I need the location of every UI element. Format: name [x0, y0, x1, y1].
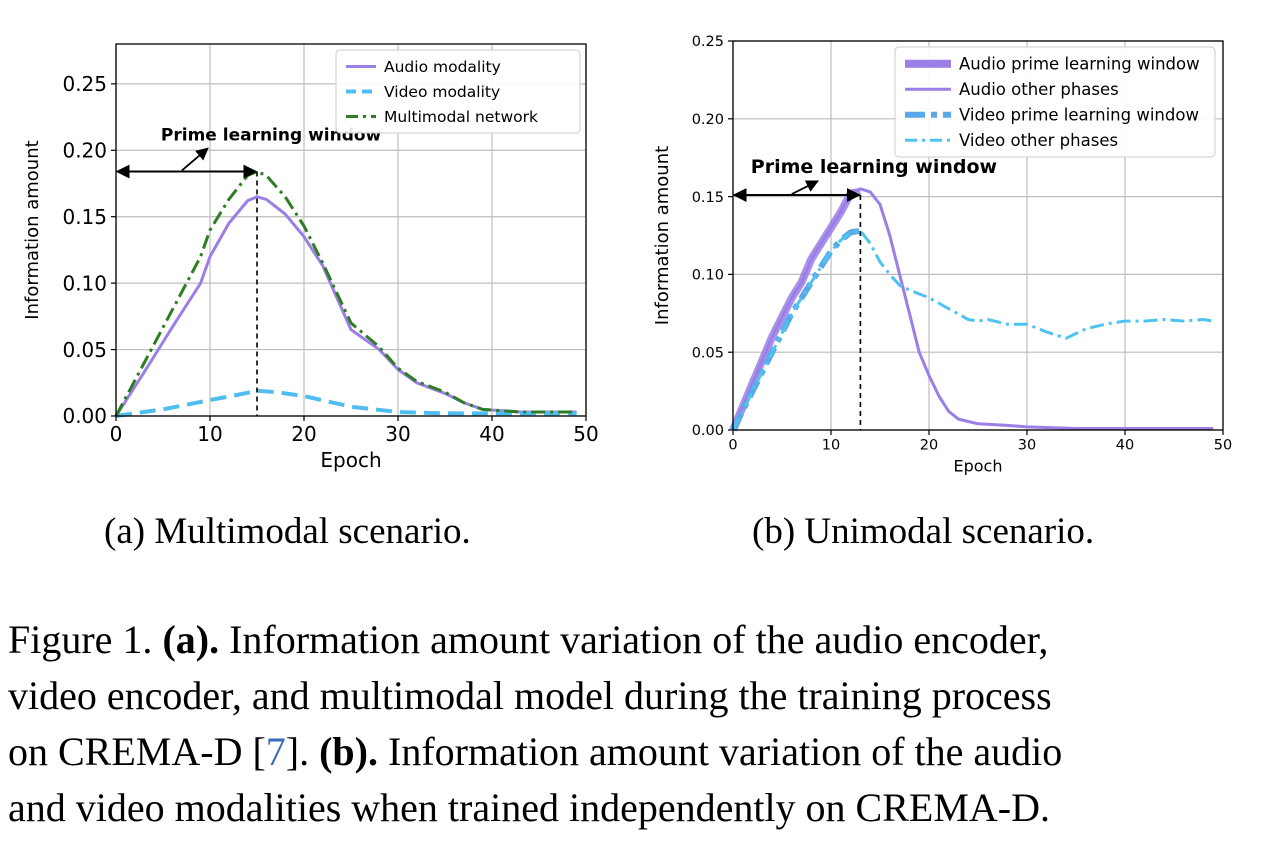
- y-tick-label: 0.10: [62, 271, 107, 295]
- y-tick-label: 0.05: [692, 345, 724, 361]
- prime-window-label: Prime learning window: [161, 125, 382, 145]
- x-tick-label: 30: [385, 422, 410, 446]
- x-tick-label: 40: [479, 422, 504, 446]
- caption-line-1: Figure 1. (a). Information amount variat…: [8, 612, 1258, 668]
- prime-window-pointer: [181, 147, 209, 172]
- x-tick-label: 10: [197, 422, 222, 446]
- caption-line-4: and video modalities when trained indepe…: [8, 785, 1051, 830]
- y-tick-label: 0.25: [692, 34, 724, 50]
- y-axis-label: Information amount: [22, 140, 43, 319]
- chart-b: 0 10 20 30 40 50 0.00 0.05 0.10 0.15 0.20 0.25 Epoch…: [652, 34, 1232, 475]
- legend-box: [335, 49, 581, 134]
- caption-text: Information amount variation of the audi…: [378, 729, 1063, 774]
- legend-label: Video modality: [384, 83, 500, 101]
- y-tick-label: 0.10: [692, 268, 724, 284]
- y-tick-label: 0.15: [62, 205, 107, 229]
- x-tick-label: 40: [1116, 438, 1134, 454]
- x-tick-label: 10: [822, 438, 840, 454]
- x-axis-label: Epoch: [954, 457, 1003, 476]
- y-tick-label: 0.25: [62, 72, 107, 96]
- plot-frame: [115, 43, 587, 417]
- legend-label: Multimodal network: [384, 108, 538, 126]
- series-line-multimodal-network: [114, 170, 577, 417]
- caption-text: Information amount variation of the audi…: [219, 617, 1049, 662]
- subcaption-b: (b) Unimodal scenario.: [752, 511, 1095, 552]
- y-tick-label: 0.00: [62, 404, 107, 428]
- legend-label: Video other phases: [959, 131, 1118, 150]
- figure-caption: Figure 1. (a). Information amount variat…: [8, 612, 1258, 836]
- series-line-audio-modality: [114, 195, 577, 417]
- y-tick-label: 0.15: [692, 190, 724, 206]
- caption-line-3: on CREMA-D [7]. (b). Information amount …: [8, 724, 1258, 780]
- prime-window-pointer: [791, 180, 819, 195]
- x-tick-label: 50: [573, 422, 598, 446]
- y-tick-label: 0.05: [62, 338, 107, 362]
- subcaption-a: (a) Multimodal scenario.: [104, 511, 471, 552]
- plot-frame: [732, 40, 1224, 431]
- y-tick-label: 0.00: [692, 423, 724, 439]
- caption-part-a-label: (a).: [162, 617, 220, 662]
- x-tick-label: 20: [920, 438, 938, 454]
- x-tick-label: 0: [110, 422, 123, 446]
- legend-box: [894, 46, 1216, 158]
- x-axis-label: Epoch: [320, 448, 381, 472]
- caption-text: on CREMA-D [: [8, 729, 266, 774]
- caption-line-2: video encoder, and multimodal model duri…: [8, 673, 1052, 718]
- x-tick-label: 30: [1018, 438, 1036, 454]
- chart-a: 0 10 20 30 40 50 0.00 0.05 0.10 0.15 0.20 0.25 Epoch…: [22, 43, 599, 472]
- y-tick-label: 0.20: [692, 112, 724, 128]
- citation-link[interactable]: 7: [265, 729, 286, 774]
- y-tick-label: 0.20: [62, 138, 107, 162]
- caption-part-b-label: (b).: [319, 729, 378, 774]
- series-line-video-prime-learning-window: [730, 227, 861, 432]
- series-line-video-other-phases: [731, 229, 1214, 431]
- caption-figure-label: Figure 1.: [8, 617, 163, 662]
- legend-label: Audio modality: [384, 58, 501, 76]
- y-axis-label: Information amount: [652, 146, 673, 325]
- legend-label: Audio other phases: [959, 80, 1119, 99]
- series-line-audio-other-phases: [731, 187, 1214, 431]
- x-tick-label: 20: [291, 422, 316, 446]
- caption-text: ].: [285, 729, 320, 774]
- x-tick-label: 0: [728, 438, 737, 454]
- prime-window-label: Prime learning window: [751, 156, 997, 178]
- legend-label: Video prime learning window: [959, 106, 1199, 125]
- legend-label: Audio prime learning window: [959, 55, 1200, 74]
- x-tick-label: 50: [1214, 438, 1232, 454]
